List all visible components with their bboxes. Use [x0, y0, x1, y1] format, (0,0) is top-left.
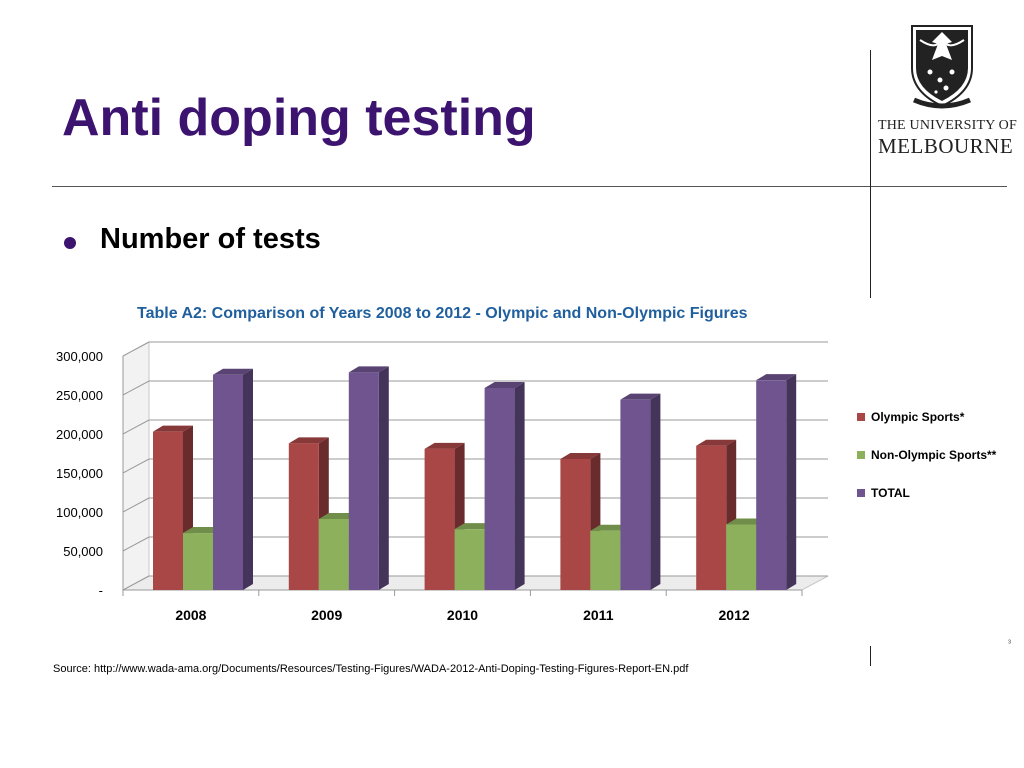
bar-top — [484, 381, 525, 388]
bar-top — [213, 368, 253, 375]
legend-swatch — [857, 413, 865, 421]
bar-olympic-sports-2011 — [560, 458, 591, 590]
bar-non-olympic-sports-2009 — [318, 519, 349, 590]
bar-top — [756, 374, 797, 381]
bar-total-2009 — [348, 372, 379, 590]
bar-top — [153, 425, 193, 432]
gridline-depth — [122, 575, 150, 591]
gridline-depth — [122, 341, 150, 357]
gridline-depth — [122, 458, 150, 474]
page-mark: ³ — [1008, 638, 1011, 648]
bar-non-olympic-sports-2008 — [183, 533, 213, 590]
bar-non-olympic-sports-2012 — [726, 524, 757, 590]
bar-top — [424, 442, 465, 449]
x-tick-label: 2011 — [583, 607, 614, 623]
y-tick-label: 250,000 — [56, 388, 103, 403]
bar-non-olympic-sports-2010 — [454, 529, 485, 590]
bar-total-2011 — [620, 399, 651, 590]
bar-top — [288, 437, 329, 444]
legend-label: Olympic Sports* — [871, 410, 965, 424]
bar-side — [786, 374, 797, 590]
bar-olympic-sports-2008 — [153, 431, 183, 590]
bar-side — [378, 366, 389, 590]
gridline-depth — [122, 419, 150, 435]
legend-swatch — [857, 489, 865, 497]
bar-side — [243, 368, 253, 590]
x-tick-label: 2010 — [447, 607, 478, 623]
bar-olympic-sports-2012 — [696, 445, 727, 590]
bar-side — [514, 381, 525, 590]
title-divider — [52, 186, 1007, 187]
bar-chart: - 50,000 100,000 150,000 200,000 250,000 300,0… — [56, 341, 997, 623]
x-tick-label: 2012 — [719, 607, 750, 623]
y-tick-label: 300,000 — [56, 349, 103, 364]
legend-label: Non-Olympic Sports** — [871, 448, 997, 462]
bar-olympic-sports-2009 — [288, 443, 319, 590]
logo-line-2: MELBOURNE — [878, 134, 1014, 158]
university-crest-icon — [911, 25, 973, 109]
y-tick-label: - — [99, 583, 103, 598]
bar-total-2008 — [213, 374, 243, 590]
source-citation: Source: http://www.wada-ama.org/Document… — [53, 663, 689, 675]
chart-title: Table A2: Comparison of Years 2008 to 20… — [137, 305, 748, 322]
bar-total-2010 — [484, 387, 515, 590]
bar-top — [696, 439, 737, 446]
bullet-icon — [64, 237, 76, 249]
x-tick-label: 2008 — [175, 607, 206, 623]
bar-side — [650, 393, 661, 590]
bar-top — [560, 452, 601, 459]
logo-line-1: THE UNIVERSITY OF — [878, 118, 1017, 133]
gridline-depth — [122, 497, 150, 513]
y-tick-label: 150,000 — [56, 466, 103, 481]
gridline-depth — [122, 536, 150, 552]
y-tick-label: 200,000 — [56, 427, 103, 442]
y-tick-label: 50,000 — [63, 544, 103, 559]
y-tick-label: 100,000 — [56, 505, 103, 520]
vertical-divider-top — [870, 50, 871, 298]
slide-title: Anti doping testing — [62, 89, 536, 147]
legend-swatch — [857, 451, 865, 459]
bar-non-olympic-sports-2011 — [590, 530, 621, 590]
bar-olympic-sports-2010 — [424, 448, 455, 590]
legend-label: TOTAL — [871, 486, 910, 500]
bar-top — [348, 366, 389, 373]
bullet-text: Number of tests — [100, 223, 321, 255]
university-logo: THE UNIVERSITY OF MELBOURNE — [878, 20, 1017, 159]
bar-top — [620, 393, 661, 400]
bar-total-2012 — [756, 380, 787, 590]
x-tick-label: 2009 — [311, 607, 342, 623]
vertical-divider-bottom — [870, 646, 871, 666]
gridline-depth — [122, 380, 150, 396]
